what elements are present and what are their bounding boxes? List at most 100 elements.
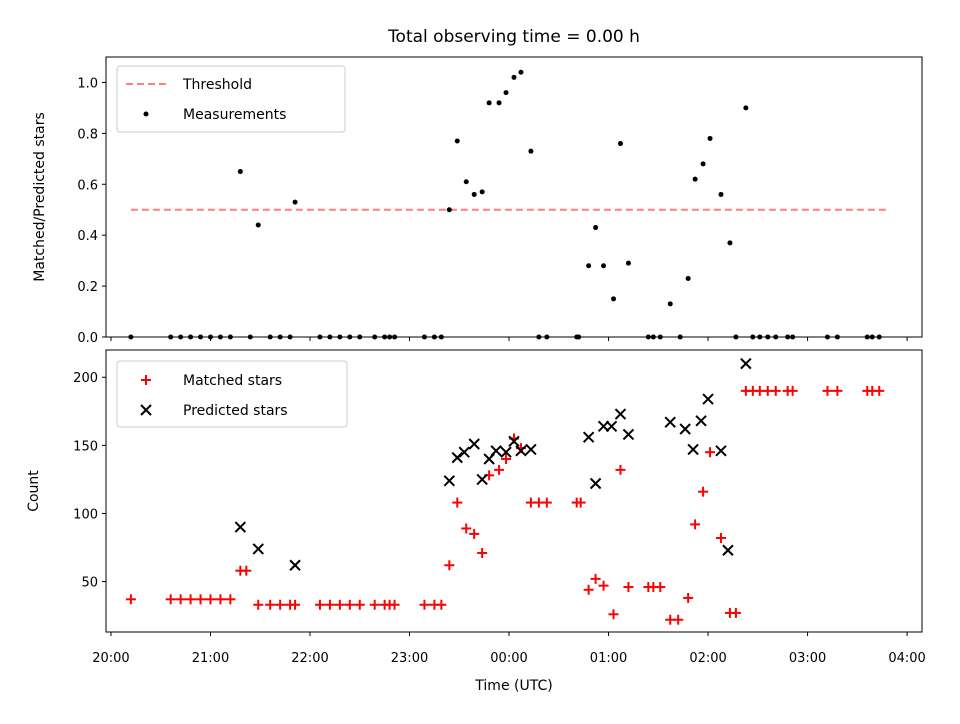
predicted-star-marker [722, 544, 734, 556]
bottom-y-tick-label: 50 [81, 576, 98, 591]
predicted-star-marker [289, 559, 301, 571]
top-y-tick-label: 0.4 [77, 229, 98, 244]
matched-star-marker [575, 497, 586, 508]
top-y-tick-label: 0.2 [77, 280, 98, 295]
matched-star-marker [253, 599, 264, 610]
top-axes: 0.0 0.2 0.4 0.6 0.8 1.0 [77, 76, 908, 346]
predicted-star-marker [508, 435, 520, 447]
matched-star-marker [175, 594, 186, 605]
matched-star-marker [444, 560, 455, 571]
matched-star-marker [874, 385, 885, 396]
matched-star-marker [477, 547, 488, 558]
x-tick-label: 00:00 [490, 651, 527, 666]
measurement-point [528, 148, 534, 154]
legend-predicted-label: Predicted stars [183, 403, 288, 419]
predicted-star-marker [702, 393, 714, 405]
matched-star-marker [590, 573, 601, 584]
matched-star-marker [275, 599, 286, 610]
predicted-star-marker [468, 438, 480, 450]
bottom-plot-area [125, 357, 885, 625]
matched-star-marker [787, 385, 798, 396]
matched-star-marker [494, 464, 505, 475]
matched-star-marker [583, 584, 594, 595]
measurement-point [463, 179, 469, 185]
matched-star-marker [623, 582, 634, 593]
top-y-tick-label: 0.0 [77, 331, 98, 346]
bottom-axes: 50 100 150 200 20:00 21:00 22:00 23:00 00:00 01:0… [73, 371, 926, 666]
measurement-point [718, 191, 724, 197]
measurement-point [446, 207, 452, 213]
matched-star-marker [608, 609, 619, 620]
measurement-point [237, 169, 243, 175]
top-panel: 0.0 0.2 0.4 0.6 0.8 1.0 Matched/Predicted sta… [32, 56, 923, 346]
matched-star-marker [205, 594, 216, 605]
matched-star-marker [354, 599, 365, 610]
bottom-y-tick-label: 150 [73, 439, 98, 454]
legend-measurements-label: Measurements [183, 107, 286, 123]
measurement-point [707, 135, 713, 141]
measurement-point [593, 225, 599, 231]
matched-star-marker [461, 523, 472, 534]
predicted-star-marker [679, 423, 691, 435]
legend-matched-label: Matched stars [183, 373, 282, 389]
predicted-marker-stroke [458, 446, 470, 458]
predicted-star-marker [589, 477, 602, 490]
predicted-marker-stroke [289, 559, 301, 571]
top-y-tick-label: 0.6 [77, 178, 98, 193]
matched-star-marker [369, 599, 380, 610]
measurement-point [511, 74, 517, 80]
matched-star-marker [469, 528, 480, 539]
predicted-marker-stroke [695, 415, 707, 427]
matched-star-marker [730, 607, 741, 618]
measurement-point [471, 191, 477, 197]
predicted-marker-stroke [622, 428, 635, 441]
predicted-star-marker [234, 521, 247, 533]
predicted-star-marker [443, 475, 456, 487]
matched-star-marker [690, 519, 701, 530]
x-axis-label: Time (UTC) [474, 678, 552, 694]
matched-star-marker [615, 464, 626, 475]
predicted-marker-stroke [589, 477, 602, 490]
top-y-tick-label: 1.0 [77, 76, 98, 91]
measurement-point [586, 263, 592, 269]
predicted-marker-stroke [605, 420, 618, 432]
bottom-axes-frame [105, 349, 923, 633]
bottom-legend: Matched stars Predicted stars [116, 360, 348, 428]
bottom-y-tick-label: 100 [73, 507, 98, 522]
x-tick-label: 21:00 [192, 651, 229, 666]
measurement-point [496, 100, 502, 106]
matched-star-marker [215, 594, 226, 605]
legend-predicted-swatch [140, 404, 152, 416]
measurement-point [692, 176, 698, 182]
matched-star-marker [705, 447, 716, 458]
matched-star-marker [673, 614, 684, 625]
measurement-point [255, 222, 261, 228]
predicted-marker-stroke [468, 438, 480, 450]
predicted-marker-stroke [443, 475, 456, 487]
matched-star-marker [655, 582, 666, 593]
predicted-star-marker [622, 428, 635, 441]
matched-star-marker [265, 599, 276, 610]
matched-star-marker [715, 533, 726, 543]
matched-star-marker [344, 599, 355, 610]
predicted-marker-stroke [508, 435, 520, 447]
matched-star-marker [185, 594, 196, 605]
matched-star-marker [832, 385, 843, 396]
x-tick-label: 22:00 [291, 651, 328, 666]
predicted-star-marker [515, 445, 527, 457]
measurement-point [700, 161, 706, 167]
top-y-tick-label: 0.8 [77, 127, 98, 142]
predicted-marker-stroke [664, 416, 676, 428]
measurement-point [292, 199, 298, 205]
predicted-star-marker [476, 473, 488, 486]
measurement-point [617, 141, 623, 147]
predicted-marker-stroke [500, 446, 512, 458]
measurement-point [518, 69, 524, 75]
matched-star-marker [314, 599, 325, 610]
matched-star-marker [683, 592, 694, 603]
predicted-marker-stroke [515, 445, 527, 457]
predicted-marker-stroke [740, 357, 752, 370]
predicted-star-marker [715, 445, 727, 457]
predicted-star-marker [582, 431, 595, 443]
